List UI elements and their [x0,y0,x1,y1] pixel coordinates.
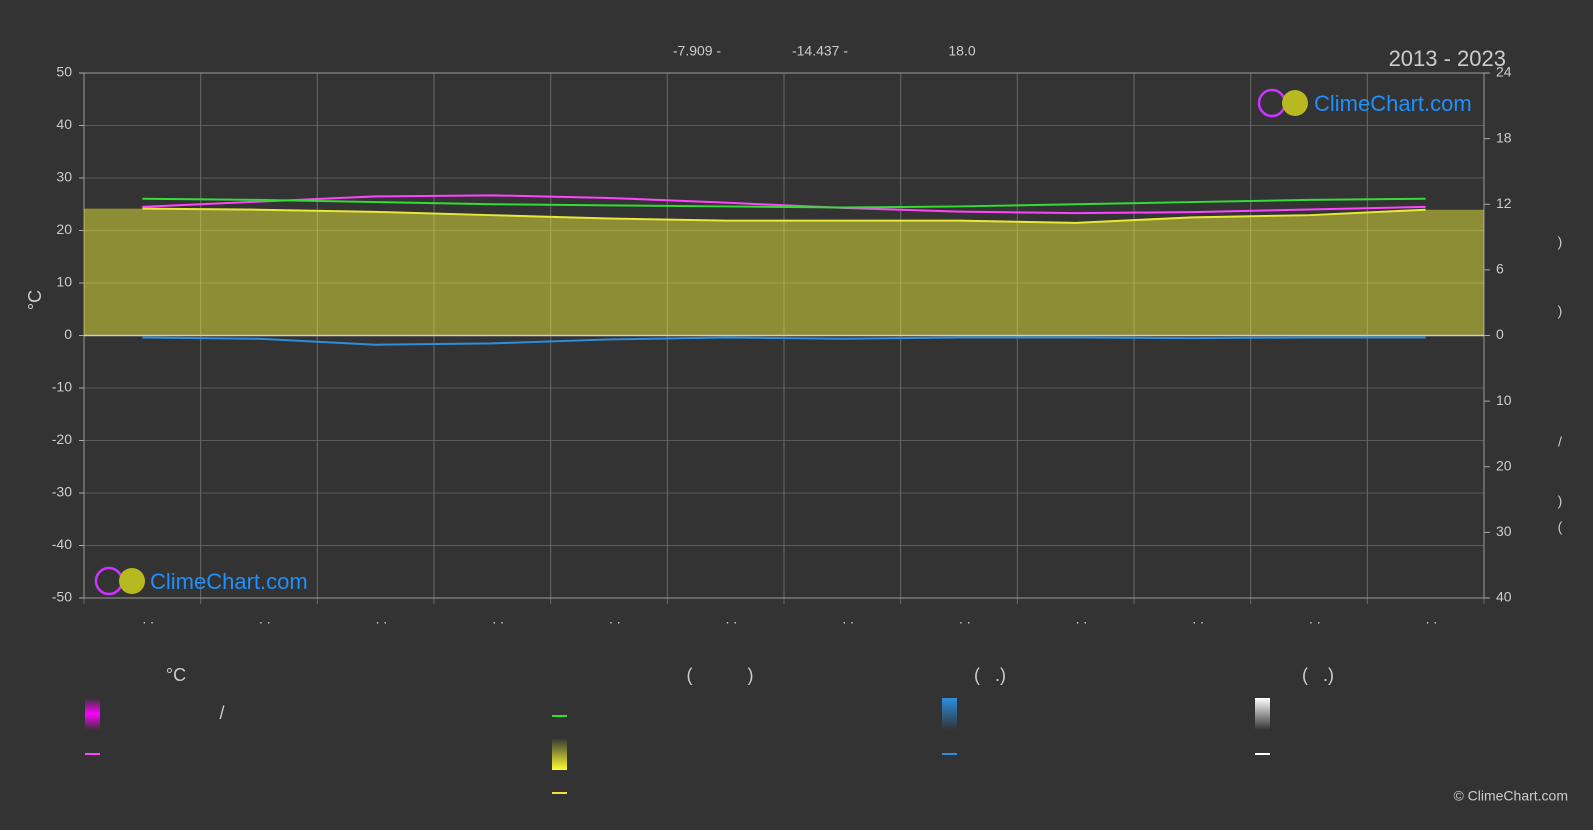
y-tick-label: 50 [56,64,72,80]
series-line [142,197,1426,209]
y3-tick-label: 20 [1496,457,1512,473]
series-line [142,194,1426,215]
y2-axis-label: ) [1558,234,1563,250]
y2-tick-label: 12 [1496,195,1512,211]
y-axis-label: °C [25,290,45,310]
annotation: -7.909 - [673,43,722,59]
logo-text: ClimeChart.com [150,569,308,594]
y2-axis-label: ( [1558,519,1563,535]
y2-tick-label: 0 [1496,326,1504,342]
y2-tick-label: 24 [1496,64,1512,80]
y-tick-label: -30 [52,484,72,500]
y-tick-label: -40 [52,536,72,552]
chart-title: 2013 - 2023 [1389,46,1506,71]
y-tick-label: 20 [56,221,72,237]
y3-tick-label: 30 [1496,523,1512,539]
y3-tick-label: 10 [1496,392,1512,408]
x-tick-label: . . [1192,611,1204,627]
x-tick-label: . . [842,611,854,627]
legend-heading: ( ) [687,665,754,685]
copyright: © ClimeChart.com [1453,788,1568,804]
logo-text: ClimeChart.com [1314,91,1472,116]
y-tick-label: -10 [52,379,72,395]
legend-heading: °C [166,665,186,685]
legend-swatch [1255,698,1270,730]
legend-swatch [942,698,957,730]
annotation: 18.0 [948,43,975,59]
y-tick-label: 0 [64,326,72,342]
x-tick-label: . . [959,611,971,627]
y2-tick-label: 6 [1496,261,1504,277]
y2-tick-label: 18 [1496,129,1512,145]
y-tick-label: 40 [56,116,72,132]
annotation: -14.437 - [792,43,848,59]
x-tick-label: . . [492,611,504,627]
y-tick-label: 10 [56,274,72,290]
logo: ClimeChart.com [1257,88,1472,118]
y2-axis-label: ) [1558,493,1563,509]
x-tick-label: . . [376,611,388,627]
x-tick-label: . . [1309,611,1321,627]
y3-tick-label: 40 [1496,589,1512,605]
y-tick-label: -50 [52,589,72,605]
y2-axis-label: / [1558,434,1562,450]
legend-item: / [219,703,224,723]
logo: ClimeChart.com [94,566,308,596]
legend-swatch [85,698,100,730]
series-line [142,207,1426,224]
legend-heading: ( .) [1302,665,1334,685]
x-tick-label: . . [609,611,621,627]
series-area [84,208,1484,336]
x-tick-label: . . [142,611,154,627]
x-tick-label: . . [1426,611,1438,627]
x-tick-label: . . [726,611,738,627]
y-tick-label: 30 [56,169,72,185]
y-tick-label: -20 [52,431,72,447]
x-tick-label: . . [1076,611,1088,627]
legend-heading: ( .) [974,665,1006,685]
series-line [142,336,1426,346]
x-tick-label: . . [259,611,271,627]
legend-swatch [552,738,567,770]
y2-axis-label: ) [1558,303,1563,319]
